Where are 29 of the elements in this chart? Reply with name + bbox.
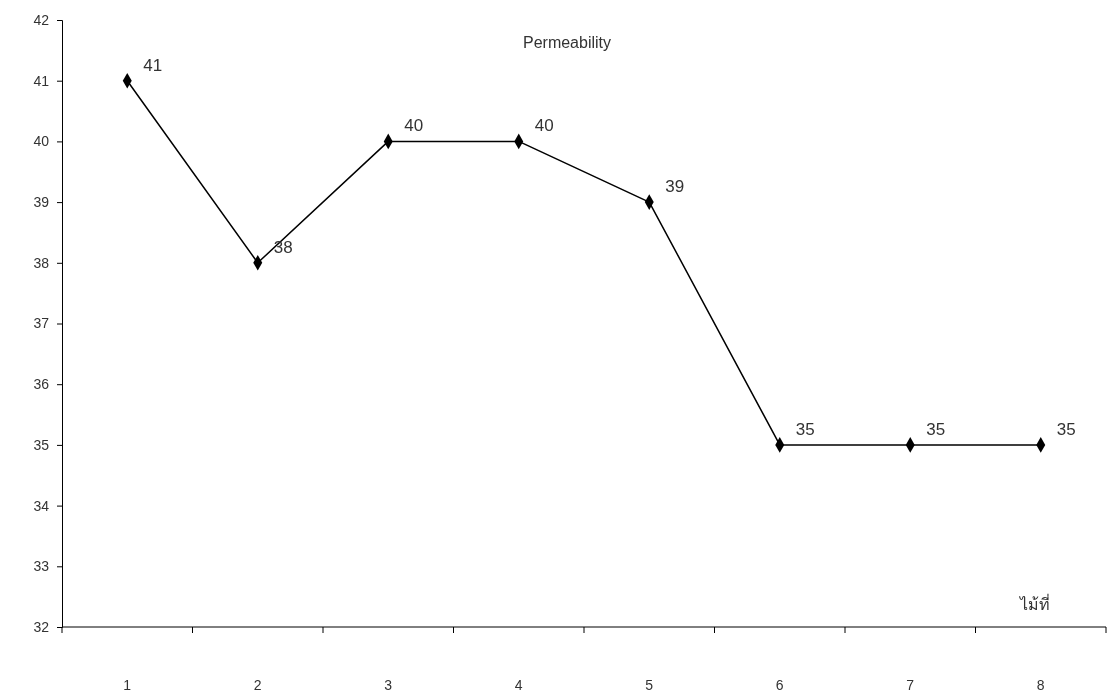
y-tick-label: 37 xyxy=(33,315,50,332)
y-tick-label: 38 xyxy=(33,254,50,271)
x-tick-label: 4 xyxy=(514,677,523,693)
data-label: 35 xyxy=(926,419,946,439)
y-tick-label: 40 xyxy=(33,133,50,150)
y-tick-label: 39 xyxy=(33,194,50,211)
y-tick-label: 42 xyxy=(33,11,50,28)
y-tick-label: 34 xyxy=(33,497,50,514)
data-label: 41 xyxy=(143,55,163,75)
y-tick-label: 33 xyxy=(33,558,50,575)
data-label: 39 xyxy=(665,177,685,197)
x-tick-label: 1 xyxy=(123,677,132,693)
x-tick-label: 7 xyxy=(906,677,915,693)
x-axis-title: ไม้ที่ xyxy=(1018,593,1050,613)
text: Permeability xyxy=(522,34,612,51)
x-tick-label: 3 xyxy=(384,677,393,693)
x-tick-label: 6 xyxy=(775,677,784,693)
x-tick-label: 2 xyxy=(253,677,262,693)
y-tick-label: 32 xyxy=(33,618,50,635)
data-label: 35 xyxy=(1056,419,1076,439)
data-label: 40 xyxy=(534,116,554,136)
x-tick-label: 5 xyxy=(645,677,654,693)
y-tick-label: 36 xyxy=(33,376,50,393)
data-label: 40 xyxy=(404,116,424,136)
x-tick-label: 8 xyxy=(1036,677,1045,693)
y-tick-label: 41 xyxy=(33,72,50,89)
data-label: 35 xyxy=(795,419,815,439)
y-tick-label: 35 xyxy=(33,436,50,453)
data-label: 38 xyxy=(273,237,293,257)
